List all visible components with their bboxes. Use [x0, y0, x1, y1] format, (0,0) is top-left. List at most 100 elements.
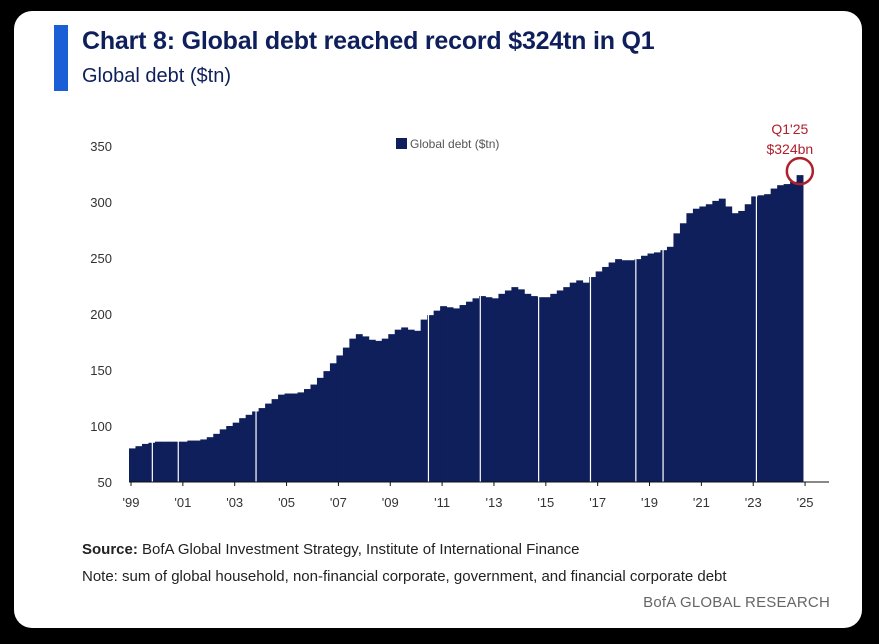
- data-bar: [420, 319, 428, 482]
- data-bar: [167, 441, 175, 482]
- annotation-label-value: $324bn: [766, 141, 813, 157]
- y-tick-label: 350: [90, 139, 112, 154]
- data-bar: [427, 315, 435, 482]
- data-bar: [569, 282, 577, 482]
- chart-subtitle: Global debt ($tn): [82, 65, 231, 87]
- data-bar: [472, 298, 480, 482]
- data-bar: [491, 298, 499, 482]
- source-label: Source:: [82, 541, 138, 558]
- data-bar: [582, 282, 590, 482]
- data-bar: [731, 213, 739, 482]
- data-bar: [245, 414, 253, 482]
- data-bar: [796, 175, 804, 482]
- data-bar: [368, 339, 376, 482]
- annotation-circle: [785, 156, 815, 186]
- title-accent-bar: [54, 25, 68, 91]
- data-bar: [686, 213, 694, 482]
- data-bar: [401, 327, 409, 482]
- source-text: BofA Global Investment Strategy, Institu…: [137, 541, 580, 558]
- legend-label: Global debt ($tn): [410, 137, 499, 151]
- y-tick-label: 50: [98, 475, 112, 490]
- data-bar: [154, 441, 162, 482]
- data-bar: [258, 408, 266, 482]
- data-bar: [161, 441, 169, 482]
- data-bar: [654, 252, 661, 482]
- annotation-label-period: Q1'25: [771, 121, 808, 137]
- data-bar: [304, 389, 311, 482]
- brand-label: BofA GLOBAL RESEARCH: [643, 594, 830, 611]
- data-bar: [524, 293, 532, 482]
- y-tick-label: 250: [90, 251, 112, 266]
- data-bar: [297, 392, 305, 482]
- y-tick-label: 300: [90, 195, 112, 210]
- data-bar: [498, 293, 506, 482]
- data-bar: [647, 253, 655, 482]
- data-bar: [744, 204, 752, 483]
- x-tick-label: '23: [745, 495, 762, 510]
- x-tick-label: '25: [797, 495, 814, 510]
- data-bar: [757, 195, 765, 482]
- data-bar: [213, 433, 221, 482]
- data-bar: [394, 329, 402, 482]
- data-bar: [362, 336, 370, 482]
- x-tick-label: '15: [537, 495, 554, 510]
- data-bar: [621, 260, 629, 482]
- x-tick-label: '09: [382, 495, 399, 510]
- data-bar: [699, 206, 707, 483]
- data-bar: [666, 246, 674, 482]
- data-bar: [135, 446, 143, 482]
- data-bar: [783, 184, 791, 482]
- data-bar: [738, 210, 746, 482]
- data-bar: [777, 185, 785, 482]
- y-tick-label: 200: [90, 307, 112, 322]
- data-bar: [265, 403, 272, 482]
- data-bar: [602, 266, 610, 482]
- chart-title: Chart 8: Global debt reached record $324…: [82, 27, 655, 55]
- data-bar: [628, 260, 635, 482]
- data-bar: [206, 437, 214, 482]
- data-bar: [310, 384, 318, 482]
- data-bar: [692, 208, 700, 482]
- data-bar: [517, 289, 525, 482]
- data-bar: [530, 296, 538, 482]
- data-bar: [180, 441, 188, 482]
- data-bar: [446, 307, 454, 482]
- data-bar: [543, 297, 551, 482]
- data-bar: [660, 250, 668, 482]
- data-bar: [232, 422, 240, 482]
- data-bar: [284, 393, 292, 482]
- data-bar: [440, 306, 447, 482]
- data-bar: [291, 393, 298, 482]
- data-bar: [414, 330, 422, 482]
- x-tick-label: '01: [174, 495, 191, 510]
- chart-card: Chart 8: Global debt reached record $324…: [14, 11, 862, 628]
- data-bar: [504, 290, 512, 482]
- data-bar: [479, 296, 486, 482]
- data-bar: [673, 233, 681, 482]
- data-bar: [485, 297, 493, 482]
- data-bar: [381, 338, 389, 482]
- y-tick-label: 150: [90, 363, 112, 378]
- data-bar: [129, 448, 136, 482]
- data-bar: [563, 287, 571, 482]
- data-bar: [459, 305, 467, 482]
- data-bar: [193, 440, 201, 482]
- data-bar: [342, 347, 350, 482]
- data-bar: [595, 271, 603, 482]
- x-tick-label: '05: [278, 495, 295, 510]
- data-bar: [278, 394, 285, 482]
- legend-swatch: [396, 138, 407, 149]
- data-bar: [641, 255, 648, 482]
- x-tick-label: '13: [485, 495, 502, 510]
- x-tick-label: '19: [641, 495, 658, 510]
- data-bar: [355, 334, 363, 482]
- data-bar: [608, 262, 616, 482]
- data-bar: [226, 426, 234, 482]
- data-bar: [718, 198, 726, 482]
- x-tick-label: '17: [589, 495, 606, 510]
- source-line: Source: BofA Global Investment Strategy,…: [82, 541, 580, 558]
- data-bar: [375, 340, 383, 482]
- data-bar: [576, 280, 584, 482]
- data-bar: [239, 418, 247, 482]
- data-bar: [615, 259, 622, 482]
